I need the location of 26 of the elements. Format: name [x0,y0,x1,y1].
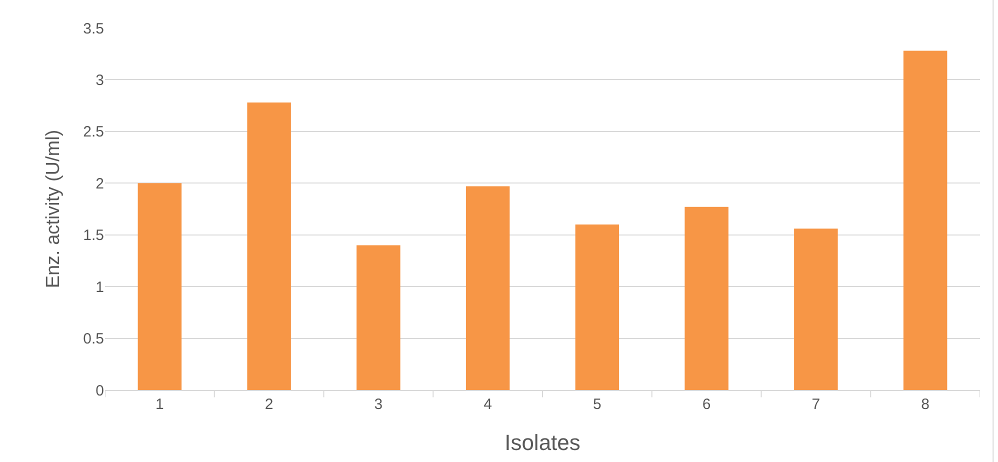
y-tick-label: 0.5 [83,330,104,348]
x-tick-label: 6 [702,396,711,413]
x-tick-label: 8 [921,396,930,413]
bar [794,228,838,390]
x-tick-label: 2 [264,396,274,413]
bar [903,50,948,390]
y-tick-label: 0 [96,382,104,400]
y-tick-label: 1 [96,278,104,296]
bar [247,102,291,390]
y-axis-title: Enz. activity (U/ml) [42,130,64,288]
x-tick-label: 1 [156,396,164,413]
y-tick-label: 2.5 [83,124,104,141]
x-tick-label: 5 [593,396,602,413]
x-tick-label: 7 [812,396,820,413]
y-tick-label: 2 [96,175,104,192]
x-tick-label: 4 [484,396,492,413]
x-axis-title: Isolates [504,430,580,455]
bar [138,183,182,390]
bar [356,245,400,390]
bar [466,186,510,390]
x-tick-label: 3 [374,396,383,413]
bar [684,206,728,390]
bar [575,224,620,390]
y-tick-label: 3 [96,72,104,89]
y-tick-label: 1.5 [83,227,104,244]
y-tick-label: 3.5 [83,20,104,38]
